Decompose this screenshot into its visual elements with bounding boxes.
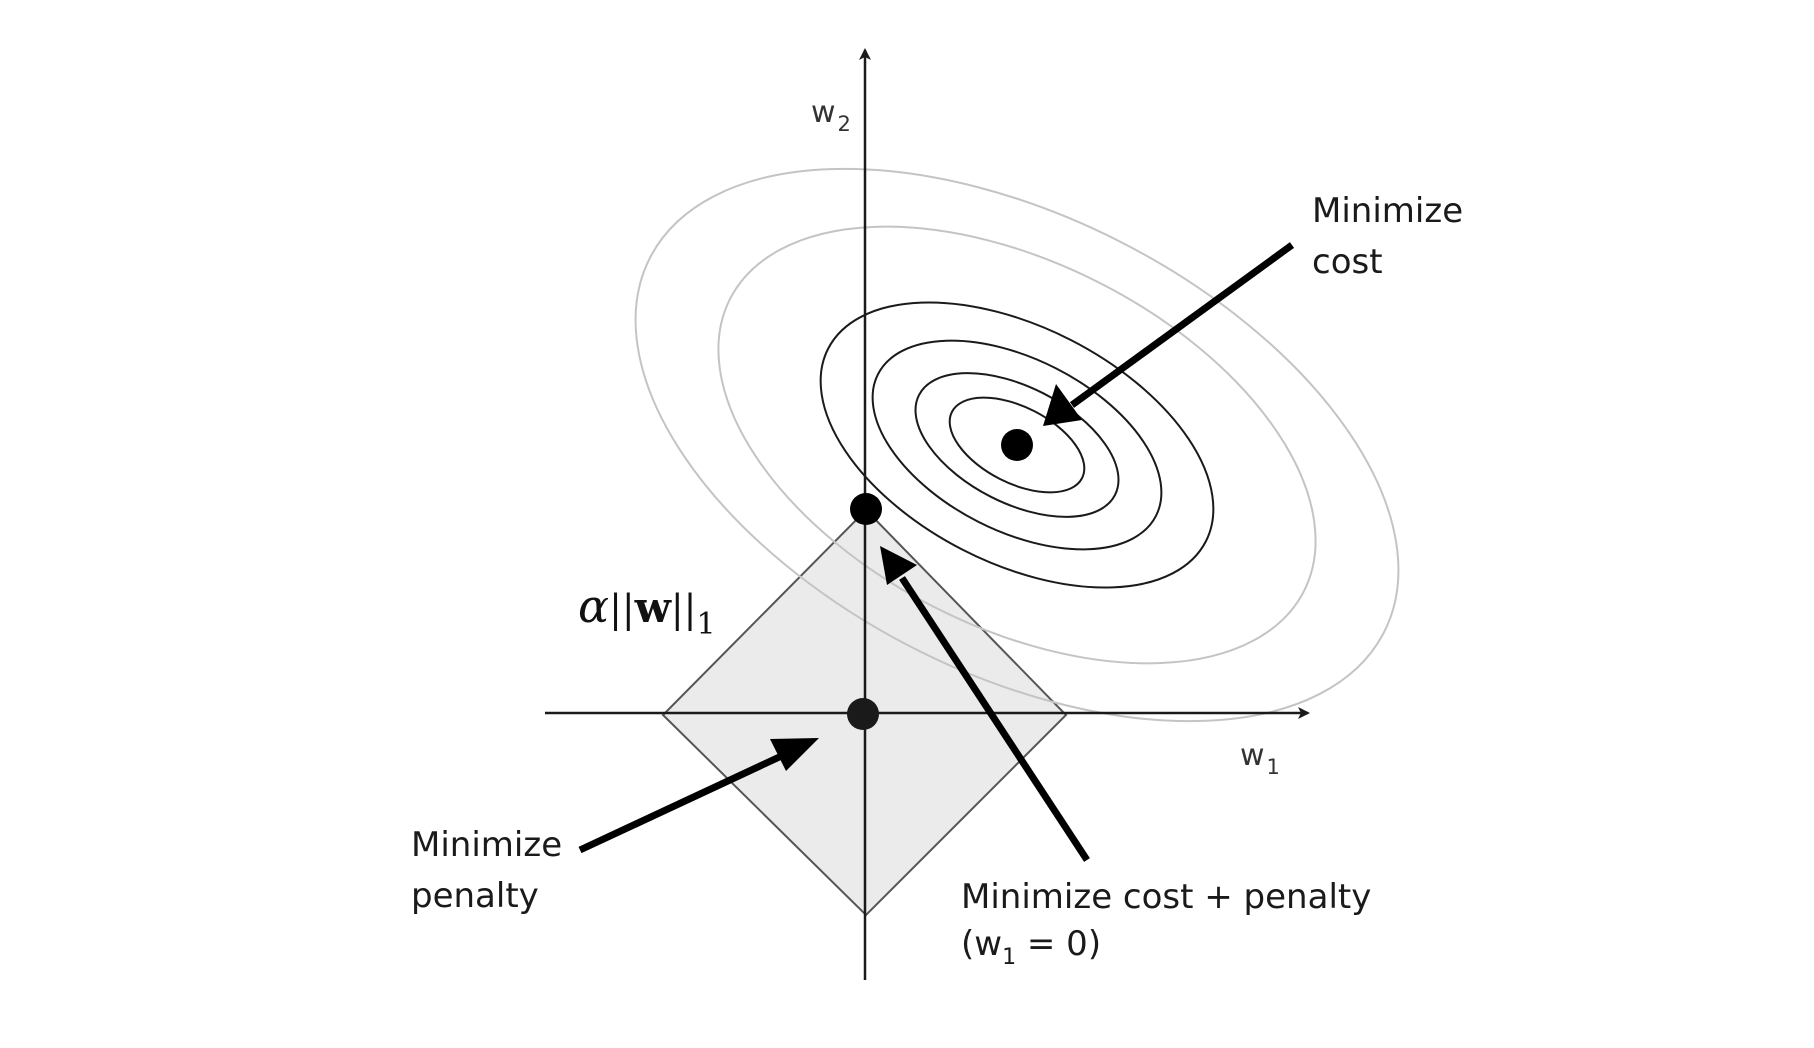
combined-minimum-point [850,493,882,525]
w1-equals-zero-label: (w1 = 0) [961,924,1101,970]
w1-axis-label: w1 [1240,738,1280,779]
minimize-penalty-label: Minimize penalty [411,825,573,916]
w2-axis-label: w2 [811,95,851,136]
cost-minimum-point [1001,429,1033,461]
penalty-formula-label: α||w||1 [578,579,716,642]
minimize-cost-plus-penalty-label: Minimize cost + penalty [961,877,1371,917]
minimize-cost-label: Minimize cost [1312,191,1474,282]
arrow-to-cost-minimum [1043,245,1292,426]
origin-point [847,698,879,730]
